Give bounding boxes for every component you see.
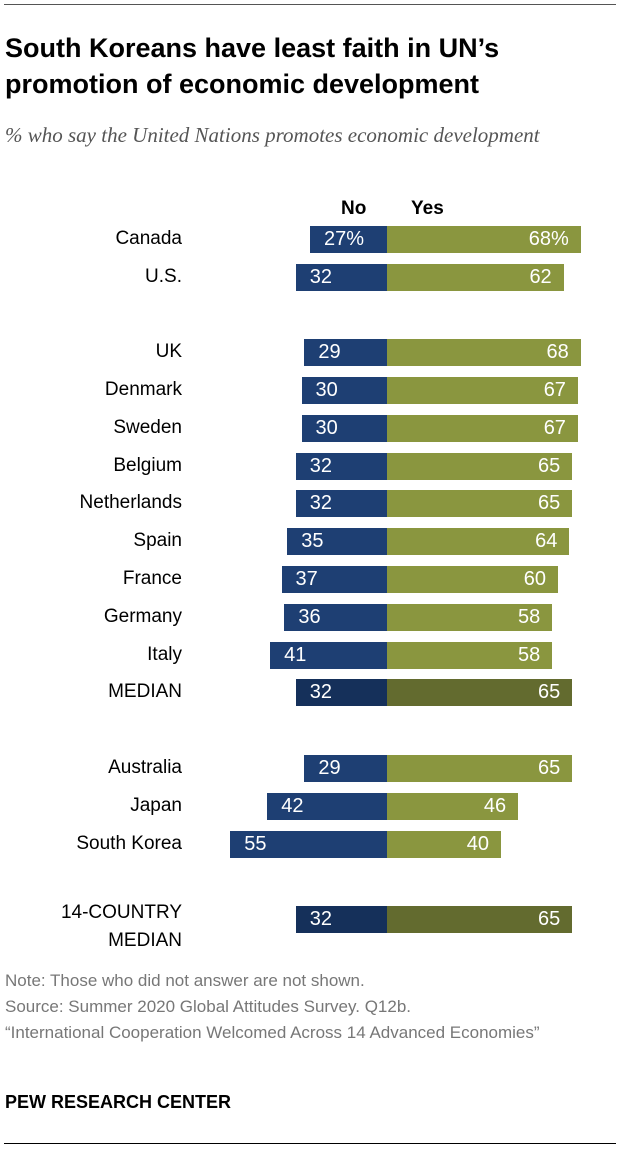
brand: PEW RESEARCH CENTER xyxy=(5,1092,232,1112)
bar-yes: 65 xyxy=(387,490,573,517)
bar-no: 41 xyxy=(270,642,387,669)
chart-subtitle: % who say the United Nations promotes ec… xyxy=(5,123,540,147)
bar-no: 30 xyxy=(301,415,387,442)
bar-yes: 58 xyxy=(387,604,553,631)
bar-no: 29 xyxy=(304,339,387,366)
row-label: Germany xyxy=(103,606,182,627)
bar-yes: 68 xyxy=(387,339,581,366)
bar-yes: 67 xyxy=(387,377,578,404)
bar-yes: 65 xyxy=(387,755,573,782)
row-label: Italy xyxy=(147,644,182,665)
row-label: Canada xyxy=(115,228,182,249)
source: Source: Summer 2020 Global Attitudes Sur… xyxy=(5,997,412,1016)
chart-title: South Koreans have least faith in UN’s p… xyxy=(5,33,500,99)
top-rule xyxy=(4,4,616,5)
row-label: Netherlands xyxy=(79,492,182,513)
row-label: Belgium xyxy=(113,455,182,476)
bar-yes: 65 xyxy=(387,679,573,706)
legend-yes: Yes xyxy=(411,198,444,219)
row-label: Sweden xyxy=(113,417,182,438)
bar-no: 35 xyxy=(287,528,387,555)
row-label: Australia xyxy=(108,757,182,778)
bar-no: 32 xyxy=(295,679,387,706)
bar-yes: 67 xyxy=(387,415,578,442)
bar-yes: 58 xyxy=(387,642,553,669)
report-title: “International Cooperation Welcomed Acro… xyxy=(5,1023,540,1042)
row-label: MEDIAN xyxy=(108,681,182,702)
bar-yes: 62 xyxy=(387,264,564,291)
row-label: Japan xyxy=(130,795,182,816)
bar-yes: 64 xyxy=(387,528,570,555)
row-label: UK xyxy=(155,341,182,362)
bar-no: 29 xyxy=(304,755,387,782)
row-label: U.S. xyxy=(145,266,182,287)
row-label: France xyxy=(122,568,182,589)
bar-yes: 60 xyxy=(387,566,558,593)
legend-no: No xyxy=(341,198,367,219)
bar-no: 27% xyxy=(310,226,387,253)
bar-no: 32 xyxy=(295,490,387,517)
row-label: Denmark xyxy=(104,379,182,400)
row-label: South Korea xyxy=(76,833,182,854)
row-label: Spain xyxy=(133,530,182,551)
bar-yes: 65 xyxy=(387,906,573,933)
bar-no: 32 xyxy=(295,264,387,291)
row-label: 14-COUNTRY MEDIAN xyxy=(60,902,182,951)
bar-no: 30 xyxy=(301,377,387,404)
bar-no: 32 xyxy=(295,453,387,480)
bar-yes: 65 xyxy=(387,453,573,480)
bar-yes: 68% xyxy=(387,226,581,253)
bar-no: 36 xyxy=(284,604,387,631)
bar-no: 42 xyxy=(267,793,387,820)
bar-no: 37 xyxy=(281,566,387,593)
bar-no: 55 xyxy=(230,831,387,858)
bar-no: 32 xyxy=(295,906,387,933)
bar-yes: 46 xyxy=(387,793,519,820)
footnotes: Note: Those who did not answer are not s… xyxy=(5,968,605,1046)
bar-yes: 40 xyxy=(387,831,501,858)
bottom-rule xyxy=(4,1143,616,1144)
note: Note: Those who did not answer are not s… xyxy=(5,971,365,990)
